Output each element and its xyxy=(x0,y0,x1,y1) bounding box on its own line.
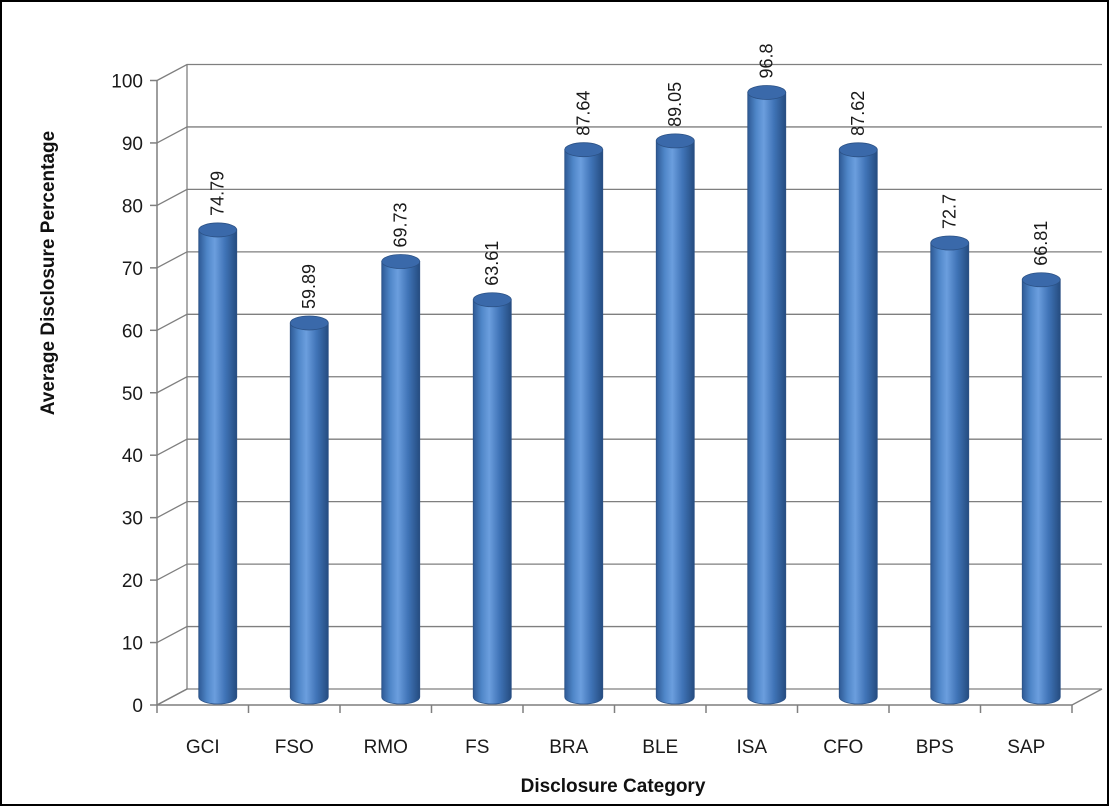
gridline xyxy=(156,313,1102,331)
bar-top xyxy=(472,292,512,308)
x-tick-label: BLE xyxy=(642,737,678,758)
y-tick-label: 50 xyxy=(122,384,143,405)
x-tick-label: BPS xyxy=(916,737,954,758)
bar-top xyxy=(564,142,604,158)
x-tick-label: BRA xyxy=(549,737,588,758)
bar-fs xyxy=(472,292,512,705)
bar-body xyxy=(838,149,878,705)
x-tick-label: FSO xyxy=(275,737,314,758)
bar-isa xyxy=(747,85,787,705)
y-tick-label: 70 xyxy=(122,259,143,280)
data-label: 63.61 xyxy=(482,241,502,286)
data-label: 96.8 xyxy=(757,43,777,78)
bar-rmo xyxy=(381,254,421,705)
gridline xyxy=(156,625,1102,644)
bar-body xyxy=(472,299,512,705)
bar-body xyxy=(930,242,970,705)
data-label: 87.64 xyxy=(574,91,594,136)
data-label: 89.05 xyxy=(665,82,685,127)
bar-cfo xyxy=(838,142,878,705)
bar-body xyxy=(564,149,604,705)
bar-top xyxy=(838,142,878,158)
y-tick-label: 100 xyxy=(111,72,143,93)
x-tick-label: ISA xyxy=(736,737,767,758)
y-tick-label: 60 xyxy=(122,321,143,342)
y-tick-label: 20 xyxy=(122,571,143,592)
bar-body xyxy=(289,322,329,705)
gridlines xyxy=(156,63,1103,706)
y-tick-label: 80 xyxy=(122,196,143,217)
bar-fso xyxy=(289,315,329,705)
bar-body xyxy=(381,261,421,705)
axes xyxy=(150,79,1073,713)
labels: 0 10 20 30 40 50 60 70 80 90 100 74.79 GCI 59.89 FSO 69… xyxy=(111,43,1051,758)
x-tick-label: FS xyxy=(465,737,489,758)
data-label: 66.81 xyxy=(1031,221,1051,266)
bar-bps xyxy=(930,235,970,705)
bar-body xyxy=(655,140,695,705)
bar-top xyxy=(198,222,238,238)
bar-top xyxy=(289,315,329,331)
gridline xyxy=(156,438,1102,456)
x-axis-title: Disclosure Category xyxy=(521,776,706,797)
bar-bra xyxy=(564,142,604,705)
bar-body xyxy=(747,92,787,705)
data-label: 72.7 xyxy=(940,194,960,229)
bar-top xyxy=(1021,272,1061,288)
bar-ble xyxy=(655,133,695,705)
gridline xyxy=(156,563,1102,581)
gridline xyxy=(156,500,1102,519)
x-tick-label: CFO xyxy=(823,737,863,758)
bar-body xyxy=(198,229,238,705)
y-tick-label: 10 xyxy=(122,634,143,655)
y-tick-label: 90 xyxy=(122,134,143,155)
gridline xyxy=(156,63,1102,82)
data-label: 74.79 xyxy=(208,171,228,216)
gridline xyxy=(156,688,1102,706)
bar-top xyxy=(747,85,787,100)
gridline xyxy=(156,251,1102,269)
bar-gci xyxy=(198,222,238,705)
bar-sap xyxy=(1021,272,1061,705)
x-tick-label: SAP xyxy=(1007,737,1045,758)
x-tick-label: GCI xyxy=(186,737,220,758)
gridline xyxy=(156,376,1102,394)
y-tick-label: 40 xyxy=(122,446,143,467)
data-label: 87.62 xyxy=(848,91,868,136)
bar-top xyxy=(655,133,695,149)
gridline xyxy=(156,188,1102,206)
bar-top xyxy=(381,254,421,269)
x-tick-label: RMO xyxy=(364,737,408,758)
y-tick-label: 30 xyxy=(122,509,143,530)
data-label: 59.89 xyxy=(299,264,319,309)
data-label: 69.73 xyxy=(391,202,411,247)
y-axis-title: Average Disclosure Percentage xyxy=(38,131,59,415)
bar-top xyxy=(930,235,970,251)
floor-right-edge xyxy=(1071,688,1103,706)
gridline xyxy=(156,126,1102,144)
bars xyxy=(198,85,1061,705)
bar-body xyxy=(1021,279,1061,705)
y-tick-label: 0 xyxy=(132,696,143,717)
